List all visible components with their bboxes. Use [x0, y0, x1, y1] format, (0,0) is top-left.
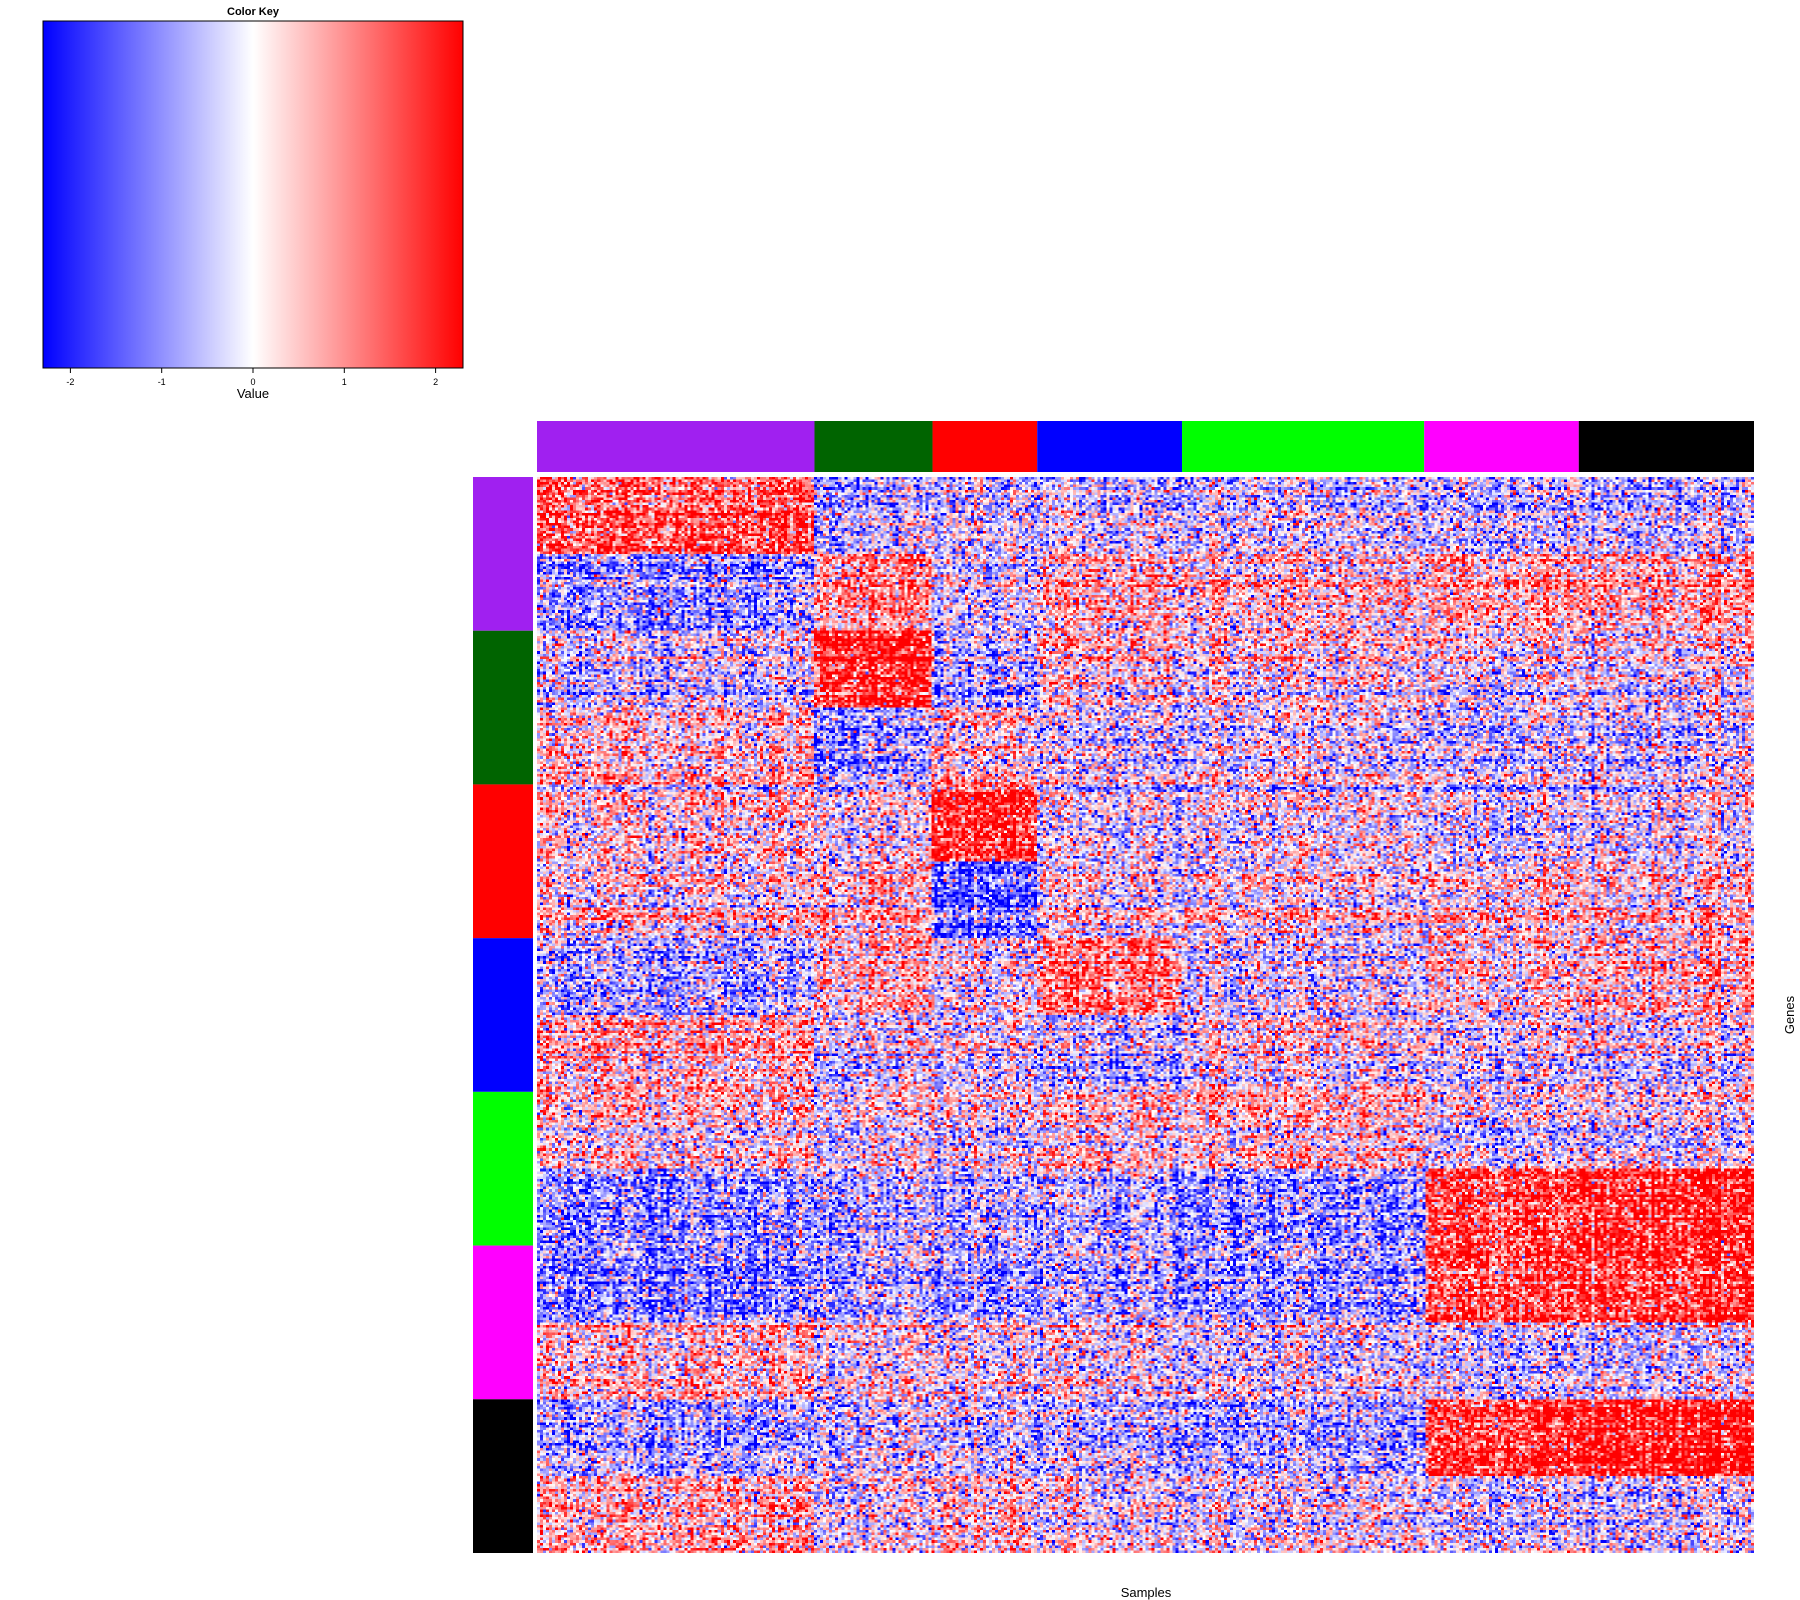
gene-group-swatch	[473, 1245, 533, 1400]
heatmap-body	[537, 477, 1754, 1553]
color-key-xlabel: Value	[237, 386, 269, 401]
gene-group-swatch	[473, 784, 533, 939]
sample-group-swatch	[1037, 421, 1183, 472]
color-key-title: Color Key	[227, 6, 280, 18]
gene-group-swatch	[473, 1091, 533, 1246]
color-key: Color Key -2 -1 0 1 2 Value	[42, 6, 464, 401]
gene-group-swatch	[473, 1399, 533, 1553]
sample-group-swatch	[1182, 421, 1425, 472]
gene-group-swatch	[473, 938, 533, 1092]
color-key-tick-label: 0	[250, 377, 255, 387]
sample-group-swatch	[537, 421, 815, 472]
gene-group-swatch	[473, 477, 533, 631]
gene-group-swatch	[473, 630, 533, 785]
color-key-gradient	[42, 20, 464, 369]
sample-group-bar	[537, 421, 1754, 472]
sample-group-swatch	[932, 421, 1038, 472]
color-key-tick-label: -2	[66, 377, 74, 387]
y-axis-label: Genes	[1782, 995, 1797, 1034]
color-key-tick-label: -1	[158, 377, 166, 387]
color-key-tick-label: 1	[342, 377, 347, 387]
gene-group-bar	[473, 477, 533, 1553]
color-key-tick-label: 2	[433, 377, 438, 387]
sample-group-swatch	[1424, 421, 1579, 472]
heatmap-cells	[537, 477, 1754, 1553]
color-key-ticks: -2 -1 0 1 2	[66, 368, 438, 387]
sample-group-swatch	[814, 421, 933, 472]
x-axis-label: Samples	[1121, 1585, 1172, 1600]
sample-group-swatch	[1578, 421, 1754, 472]
